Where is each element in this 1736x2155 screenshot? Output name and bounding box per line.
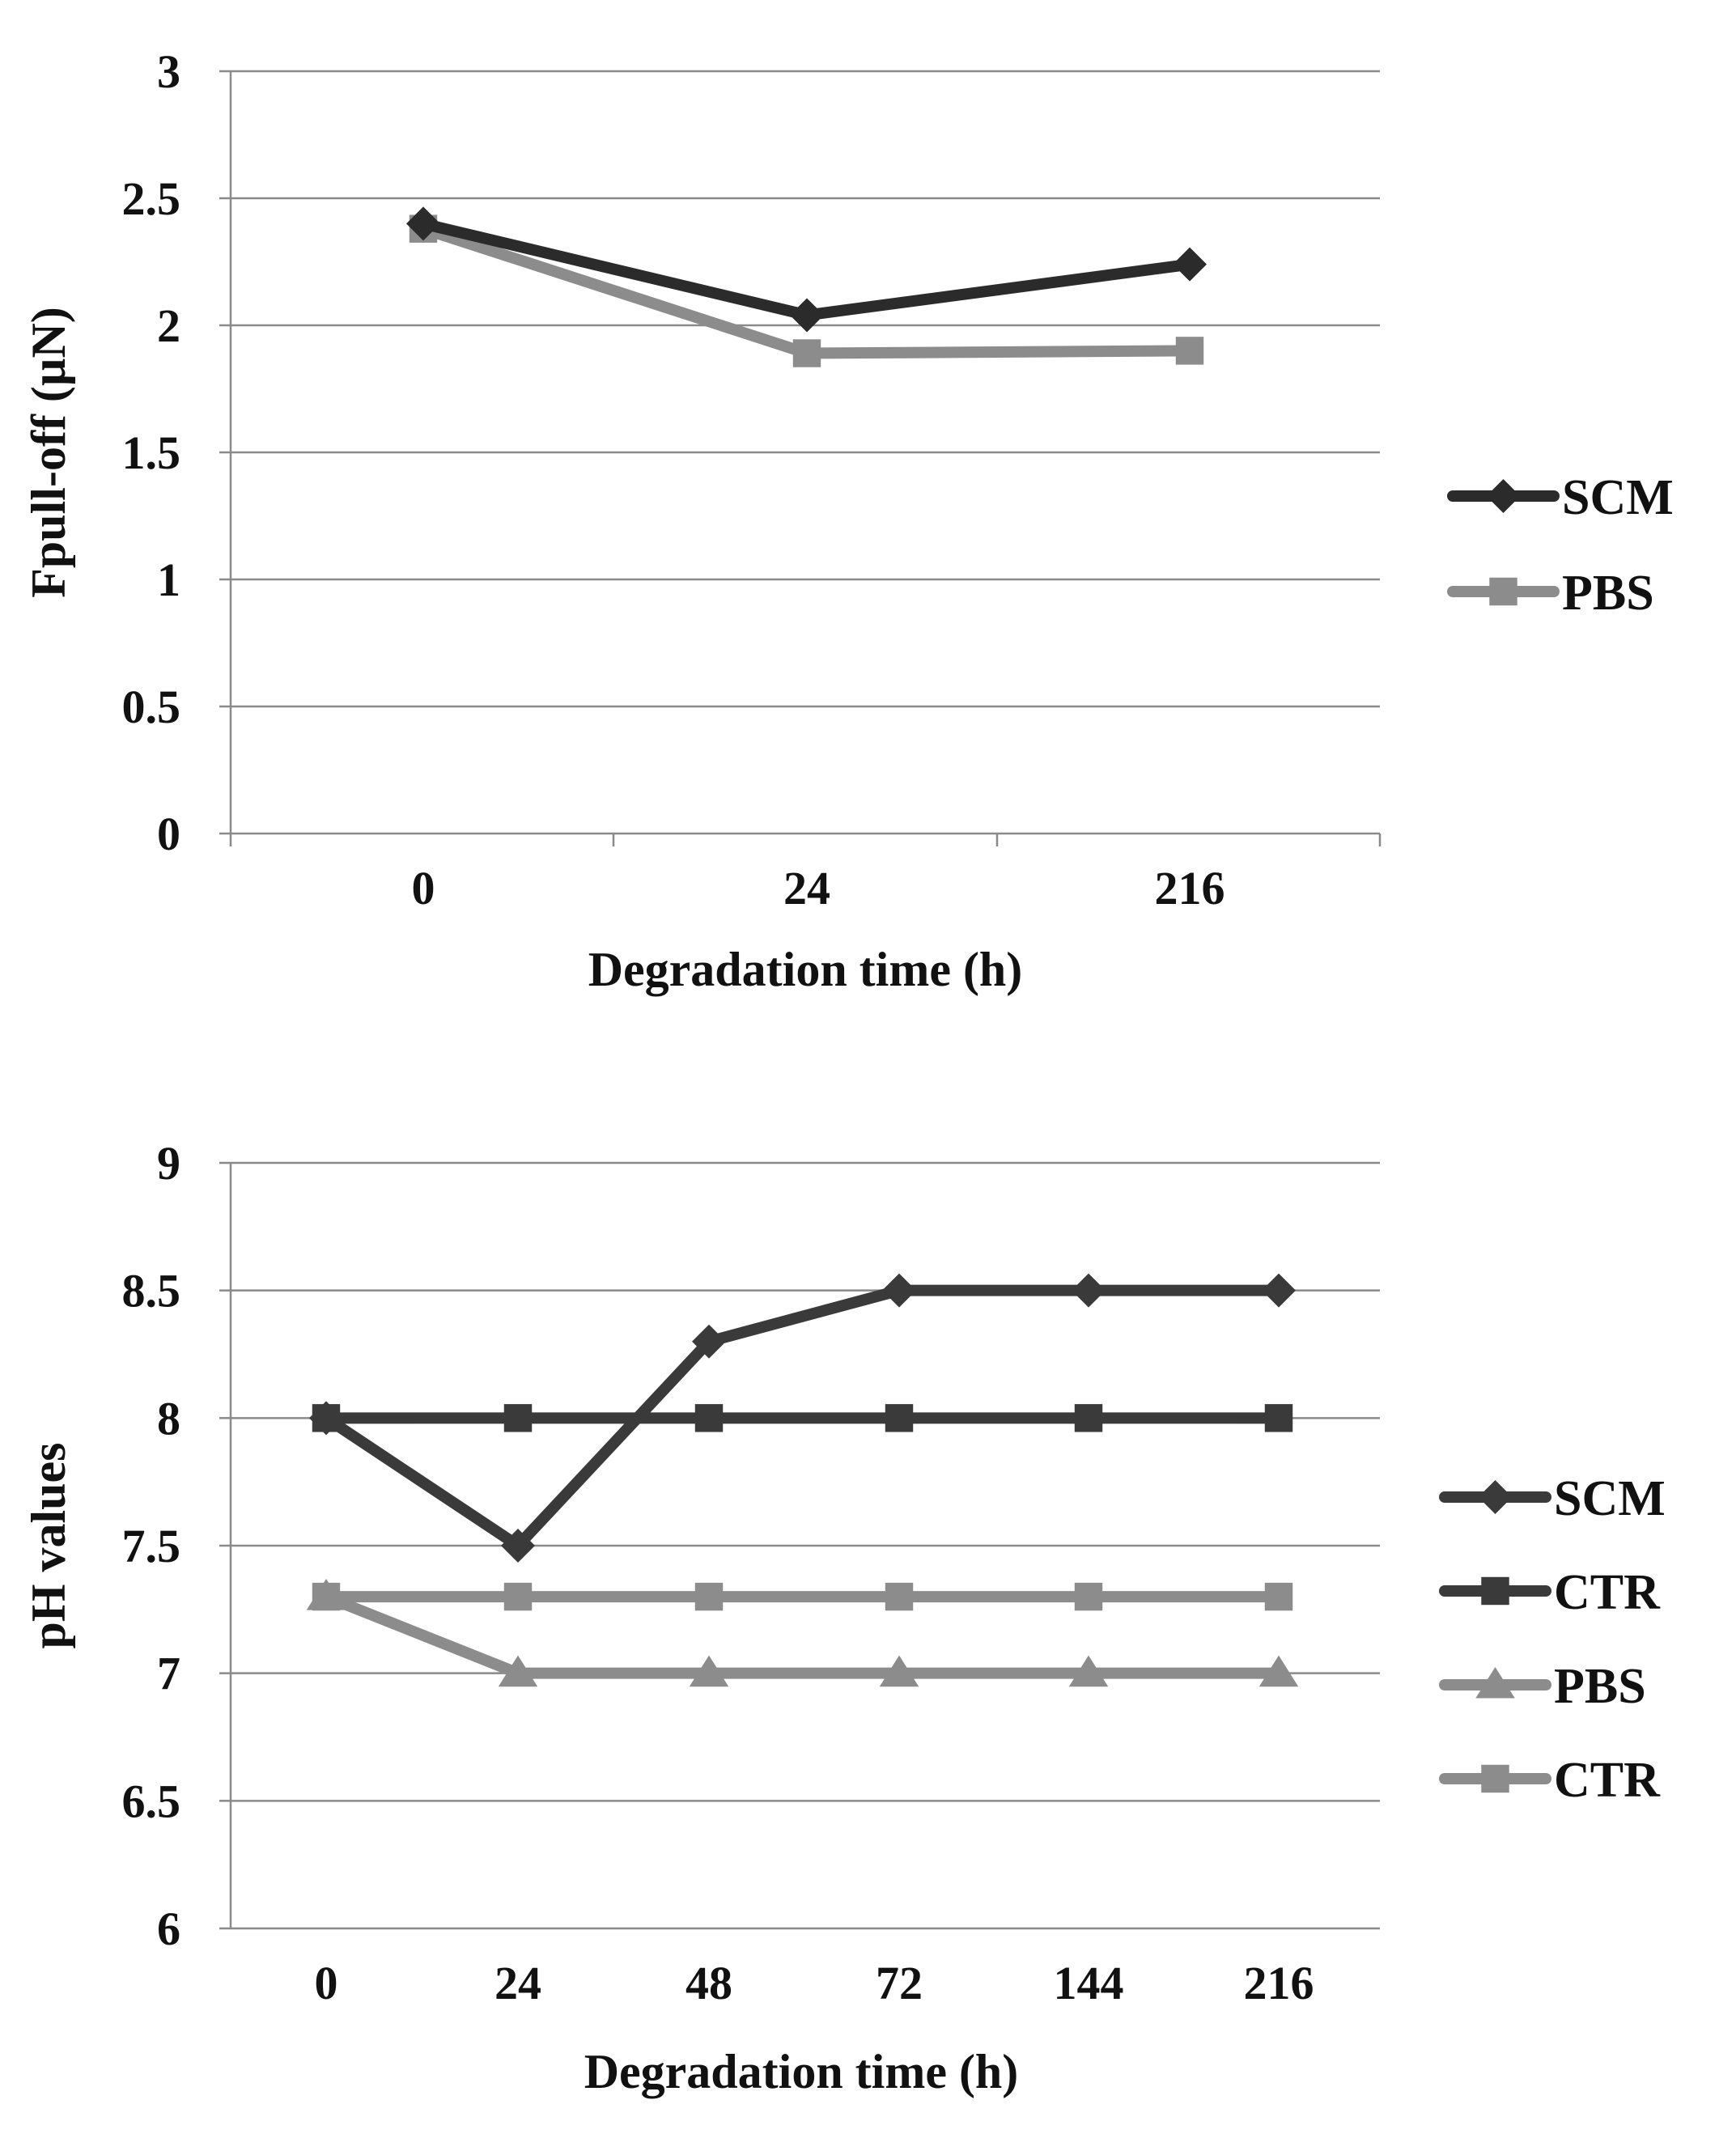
y-tick-label: 9	[157, 1137, 180, 1190]
data-point	[792, 339, 821, 367]
legend-marker	[1478, 1480, 1513, 1514]
series-scm-1	[406, 206, 1207, 333]
data-point	[501, 1529, 535, 1563]
data-point	[1074, 1582, 1103, 1611]
data-point	[1072, 1273, 1106, 1308]
data-point	[498, 1655, 538, 1687]
legend-entry: CTR	[1439, 1753, 1661, 1808]
data-point	[694, 1404, 724, 1432]
y-tick-label: 0	[157, 808, 180, 860]
data-point	[309, 1401, 343, 1436]
y-tick-label: 1	[157, 554, 180, 606]
y-tick-label: 8.5	[122, 1265, 181, 1317]
x-tick-label: 0	[315, 1957, 338, 2009]
data-point	[1264, 1404, 1293, 1432]
x-tick-label: 72	[876, 1957, 923, 2009]
data-point	[306, 1579, 346, 1610]
x-tick-label: 216	[1244, 1957, 1314, 2009]
series-line	[320, 1591, 1284, 1679]
data-point	[879, 1655, 919, 1687]
y-tick-label: 8	[157, 1392, 180, 1444]
data-point	[406, 206, 440, 241]
chart-1: 0 0.5 1 1.5 2 2.5 3 0 24 216 Degradation time (h) F…	[22, 45, 1674, 996]
legend-label: CTR	[1554, 1753, 1661, 1808]
x-axis-title: Degradation time (h)	[584, 2045, 1019, 2098]
x-tick-label: 24	[783, 862, 830, 914]
data-point	[694, 1582, 724, 1611]
y-axis-title: pH values	[22, 1442, 75, 1648]
series-line	[320, 1284, 1284, 1551]
series-scm-1	[309, 1273, 1296, 1563]
data-point	[1264, 1582, 1293, 1611]
x-tick-label: 144	[1054, 1957, 1124, 2009]
series-pbs-3	[306, 1579, 1299, 1687]
x-axis-title: Degradation time (h)	[588, 943, 1023, 996]
series-ctr-4	[312, 1582, 1293, 1611]
data-point	[692, 1324, 726, 1359]
y-tick-label: 3	[157, 45, 180, 98]
y-axis-title: Fpull-off (µN)	[22, 307, 75, 598]
y-tick-label: 7	[157, 1648, 180, 1700]
data-point	[1173, 247, 1207, 282]
legend-entry: CTR	[1439, 1565, 1661, 1620]
data-point	[885, 1404, 914, 1432]
x-tick-label: 216	[1155, 862, 1225, 914]
y-tick-label: 6.5	[122, 1775, 181, 1827]
legend-marker	[1475, 1666, 1515, 1699]
chart-2: 6 6.5 7 7.5 8 8.5 9 0 24 48 72 144 216 Degradation ti…	[22, 1137, 1666, 2098]
legend-marker	[1486, 479, 1521, 513]
y-tick-label: 2	[157, 299, 180, 352]
legend-label: PBS	[1554, 1659, 1646, 1714]
data-point	[689, 1655, 729, 1687]
y-tick-label: 6	[157, 1903, 180, 1955]
legend-label: SCM	[1554, 1471, 1666, 1526]
x-tick-label: 48	[685, 1957, 732, 2009]
data-point	[1258, 1655, 1299, 1687]
data-point	[1175, 337, 1204, 365]
legend-entry: SCM	[1447, 470, 1674, 525]
data-point	[790, 298, 824, 333]
data-point	[503, 1582, 533, 1611]
y-tick-label: 7.5	[122, 1520, 181, 1572]
data-point	[503, 1404, 533, 1432]
legend: SCM PBS	[1447, 470, 1674, 621]
legend-marker	[1489, 577, 1517, 606]
legend-entry: PBS	[1447, 566, 1654, 621]
legend-label: CTR	[1554, 1565, 1661, 1620]
data-point	[1262, 1273, 1296, 1308]
legend-entry: PBS	[1439, 1659, 1646, 1714]
series-pbs-2	[409, 214, 1204, 367]
legend-label: PBS	[1562, 566, 1654, 621]
x-tick-label: 24	[494, 1957, 541, 2009]
legend-marker	[1481, 1764, 1509, 1793]
y-tick-label: 1.5	[122, 426, 181, 479]
legend-label: SCM	[1562, 470, 1674, 525]
y-tick-label: 2.5	[122, 172, 181, 225]
y-tick-label: 0.5	[122, 681, 181, 733]
data-point	[1068, 1655, 1109, 1687]
legend-marker	[1481, 1576, 1509, 1606]
data-point	[1074, 1404, 1103, 1432]
legend: SCM CTR PBS CTR	[1439, 1471, 1666, 1808]
data-point	[882, 1273, 916, 1308]
x-tick-label: 0	[412, 862, 435, 914]
series-ctr-2	[312, 1404, 1293, 1432]
legend-entry: SCM	[1439, 1471, 1666, 1526]
data-point	[885, 1582, 914, 1611]
